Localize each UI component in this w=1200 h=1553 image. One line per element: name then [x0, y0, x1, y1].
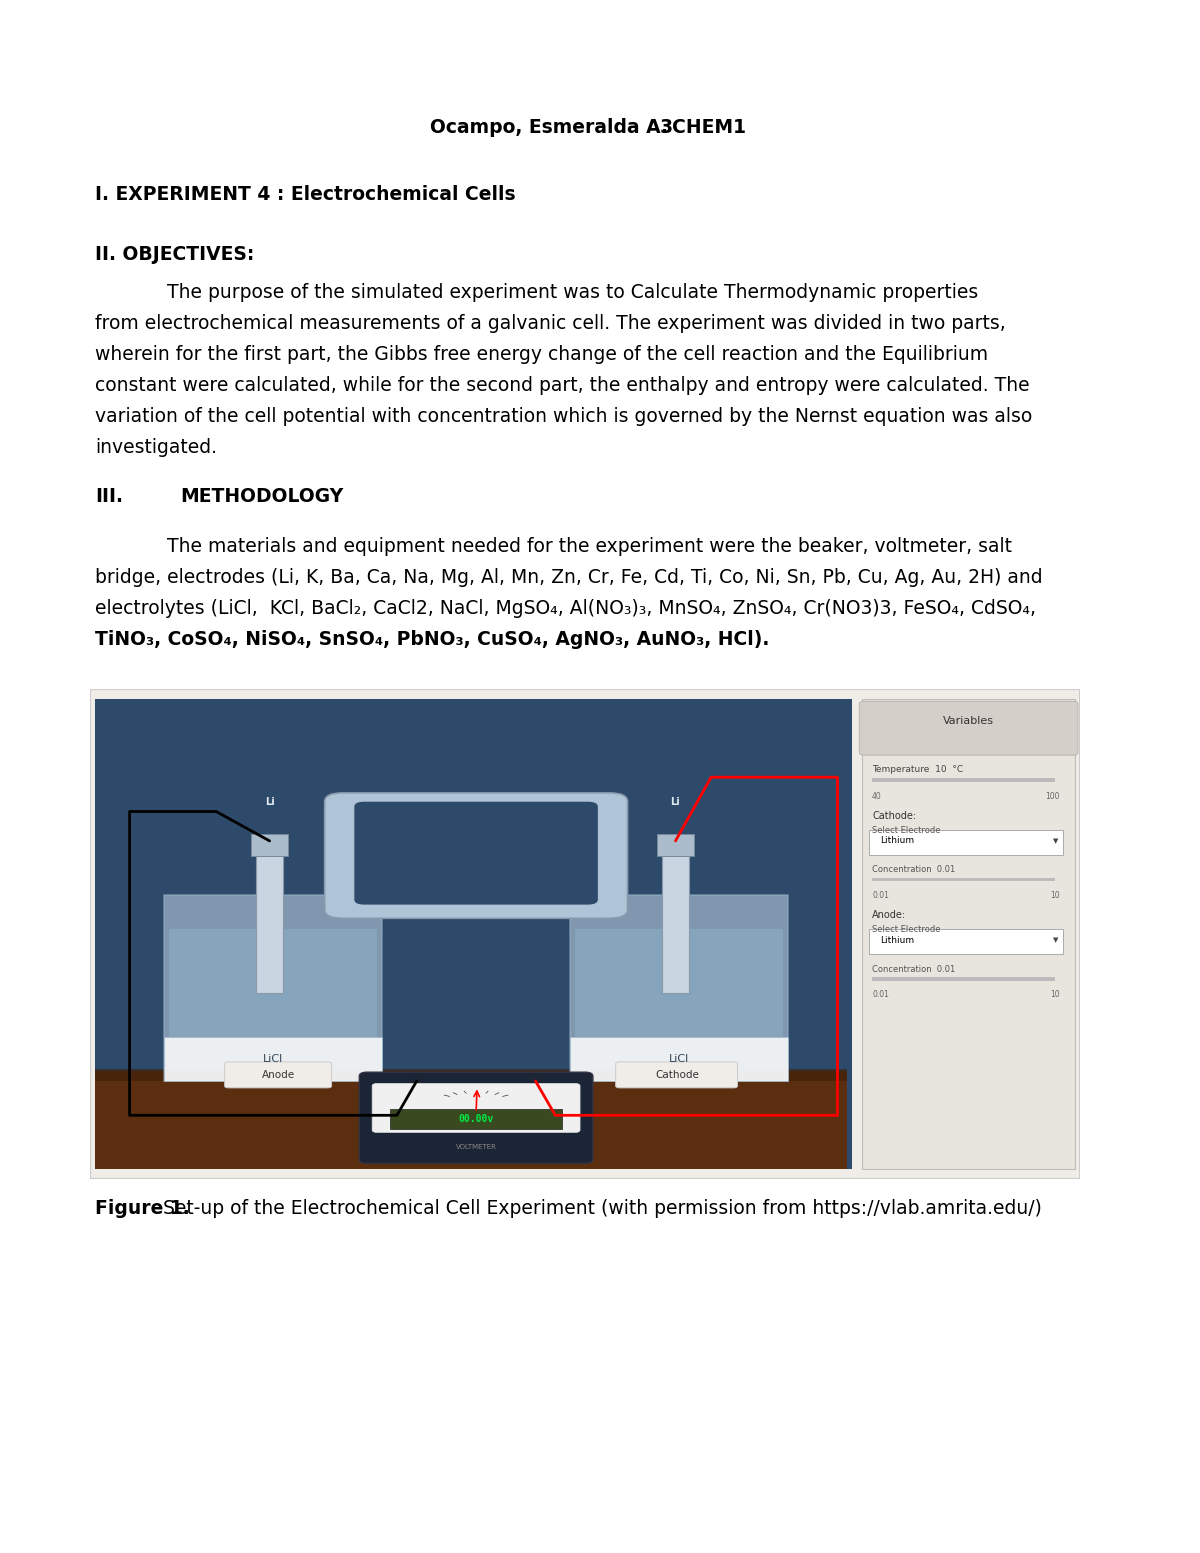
Text: Concentration  0.01: Concentration 0.01 — [872, 865, 955, 874]
Text: 3CHEM1: 3CHEM1 — [660, 118, 746, 137]
Text: Variables: Variables — [943, 716, 994, 725]
Text: Set-up of the Electrochemical Cell Experiment (with permission from https://vlab: Set-up of the Electrochemical Cell Exper… — [157, 1199, 1042, 1218]
Text: Concentration  0.01: Concentration 0.01 — [872, 964, 955, 974]
Bar — [656, 834, 695, 856]
Text: Cathode:: Cathode: — [872, 812, 917, 822]
Text: Anode: Anode — [262, 1070, 295, 1079]
Text: The purpose of the simulated experiment was to Calculate Thermodynamic propertie: The purpose of the simulated experiment … — [95, 283, 978, 301]
Text: 10: 10 — [1050, 991, 1061, 999]
Text: LiCl: LiCl — [668, 1054, 689, 1064]
FancyBboxPatch shape — [863, 699, 1075, 1169]
Bar — [570, 1037, 788, 1081]
FancyBboxPatch shape — [372, 1084, 580, 1132]
Bar — [872, 778, 1055, 783]
Text: 0.01: 0.01 — [872, 891, 889, 899]
Bar — [872, 977, 1055, 980]
Bar — [661, 846, 689, 992]
Text: Li: Li — [265, 797, 275, 806]
Text: Anode:: Anode: — [872, 910, 906, 919]
Text: constant were calculated, while for the second part, the enthalpy and entropy we: constant were calculated, while for the … — [95, 376, 1030, 394]
Bar — [95, 1068, 847, 1081]
Text: 10: 10 — [1050, 891, 1061, 899]
Text: 00.00v: 00.00v — [458, 1114, 493, 1124]
Text: Figure 1.: Figure 1. — [95, 1199, 190, 1218]
Text: wherein for the first part, the Gibbs free energy change of the cell reaction an: wherein for the first part, the Gibbs fr… — [95, 345, 988, 363]
Text: III.: III. — [95, 488, 124, 506]
Text: 100: 100 — [1045, 792, 1061, 801]
Text: VOLTMETER: VOLTMETER — [456, 1145, 497, 1151]
Bar — [256, 846, 283, 992]
FancyBboxPatch shape — [869, 929, 1063, 954]
Text: Lithium: Lithium — [880, 936, 914, 944]
Text: LiCl: LiCl — [263, 1054, 283, 1064]
Text: ▼: ▼ — [1054, 938, 1058, 943]
Text: METHODOLOGY: METHODOLOGY — [180, 488, 343, 506]
Bar — [95, 1072, 847, 1169]
Bar — [872, 877, 1055, 881]
Text: 40: 40 — [872, 792, 882, 801]
Text: from electrochemical measurements of a galvanic cell. The experiment was divided: from electrochemical measurements of a g… — [95, 314, 1006, 332]
Text: II. OBJECTIVES:: II. OBJECTIVES: — [95, 245, 254, 264]
Bar — [164, 1037, 382, 1081]
Text: investigated.: investigated. — [95, 438, 217, 457]
FancyBboxPatch shape — [390, 1109, 563, 1129]
FancyBboxPatch shape — [359, 1072, 593, 1163]
FancyBboxPatch shape — [325, 794, 628, 918]
FancyBboxPatch shape — [224, 1062, 331, 1087]
Text: Ocampo, Esmeralda A.: Ocampo, Esmeralda A. — [430, 118, 668, 137]
Text: Li: Li — [671, 797, 680, 806]
Text: 0.01: 0.01 — [872, 991, 889, 999]
FancyBboxPatch shape — [869, 831, 1063, 854]
Text: Lithium: Lithium — [880, 837, 914, 845]
Bar — [169, 929, 377, 1037]
Bar — [251, 834, 288, 856]
Text: Select Electrode: Select Electrode — [872, 926, 941, 935]
Text: Temperature  10  °C: Temperature 10 °C — [872, 766, 964, 773]
Text: variation of the cell potential with concentration which is governed by the Nern: variation of the cell potential with con… — [95, 407, 1032, 426]
FancyBboxPatch shape — [90, 690, 1080, 1179]
Text: electrolytes (LiCl,  KCl, BaCl₂, CaCl2, NaCl, MgSO₄, Al(NO₃)₃, MnSO₄, ZnSO₄, Cr(: electrolytes (LiCl, KCl, BaCl₂, CaCl2, N… — [95, 599, 1036, 618]
FancyBboxPatch shape — [354, 801, 598, 904]
FancyBboxPatch shape — [616, 1062, 738, 1087]
Text: bridge, electrodes (Li, K, Ba, Ca, Na, Mg, Al, Mn, Zn, Cr, Fe, Cd, Ti, Co, Ni, S: bridge, electrodes (Li, K, Ba, Ca, Na, M… — [95, 568, 1043, 587]
FancyBboxPatch shape — [570, 895, 788, 1081]
FancyBboxPatch shape — [859, 702, 1078, 755]
Text: I. EXPERIMENT 4 : Electrochemical Cells: I. EXPERIMENT 4 : Electrochemical Cells — [95, 185, 516, 203]
Text: TiNO₃, CoSO₄, NiSO₄, SnSO₄, PbNO₃, CuSO₄, AgNO₃, AuNO₃, HCl).: TiNO₃, CoSO₄, NiSO₄, SnSO₄, PbNO₃, CuSO₄… — [95, 631, 769, 649]
Bar — [575, 929, 782, 1037]
FancyBboxPatch shape — [164, 895, 382, 1081]
Text: Select Electrode: Select Electrode — [872, 826, 941, 836]
Text: ▼: ▼ — [1054, 839, 1058, 843]
FancyBboxPatch shape — [95, 699, 852, 1169]
Text: The materials and equipment needed for the experiment were the beaker, voltmeter: The materials and equipment needed for t… — [95, 537, 1012, 556]
Text: Cathode: Cathode — [655, 1070, 700, 1079]
